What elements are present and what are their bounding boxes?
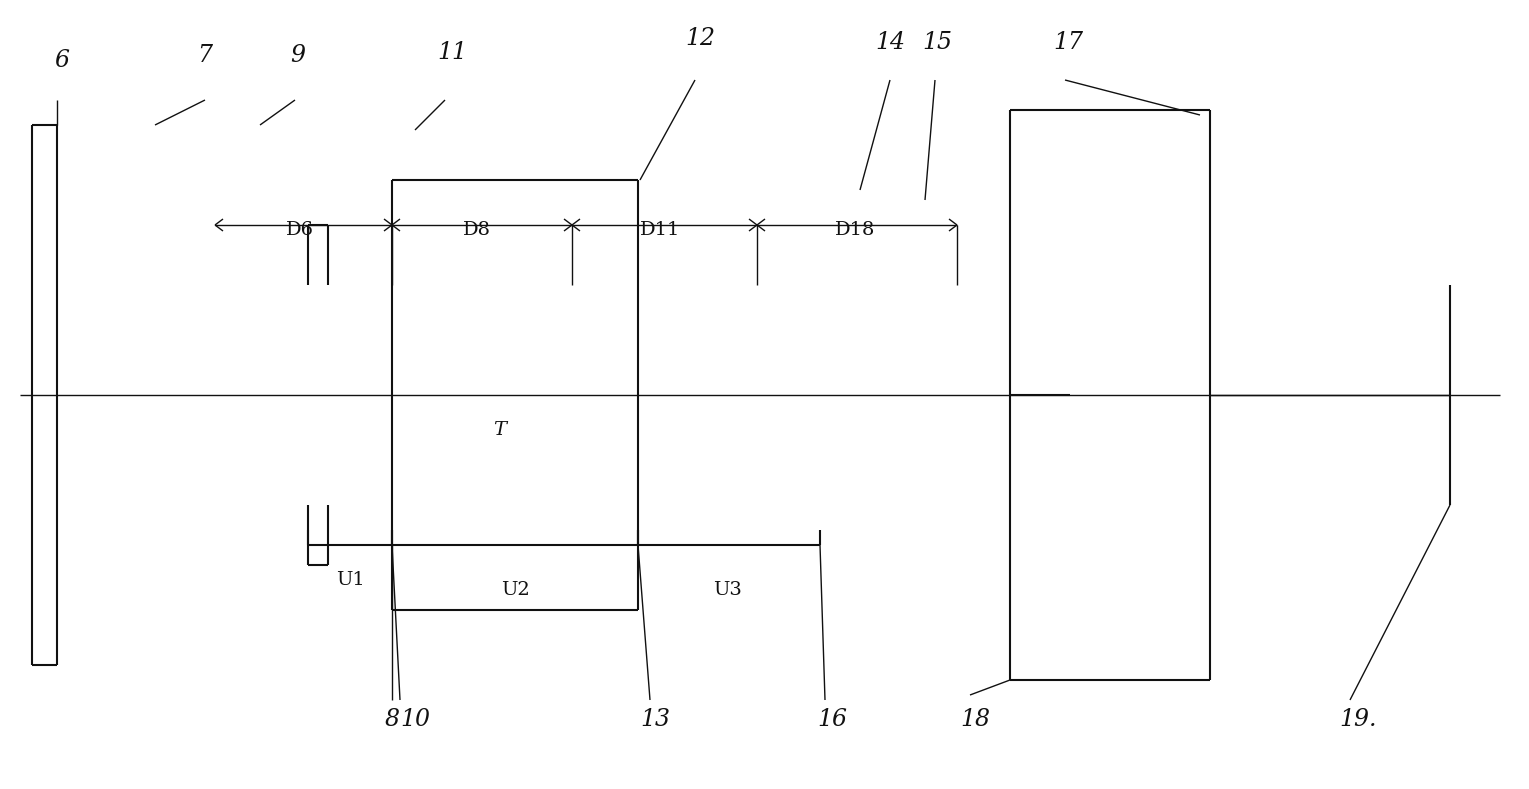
Text: T: T <box>494 421 506 439</box>
Text: 9: 9 <box>291 43 306 66</box>
Text: U3: U3 <box>714 581 743 599</box>
Text: D8: D8 <box>463 221 491 239</box>
Text: 6: 6 <box>55 48 69 72</box>
Text: 12: 12 <box>685 27 716 50</box>
Text: 11: 11 <box>437 40 466 63</box>
Text: 19.: 19. <box>1339 709 1376 731</box>
Text: 13: 13 <box>641 709 670 731</box>
Text: 7: 7 <box>197 43 213 66</box>
Text: D11: D11 <box>639 221 680 239</box>
Text: U1: U1 <box>336 571 364 589</box>
Text: 17: 17 <box>1053 31 1083 54</box>
Text: 10: 10 <box>401 709 430 731</box>
Text: 16: 16 <box>816 709 847 731</box>
Text: U2: U2 <box>500 581 529 599</box>
Text: 18: 18 <box>960 709 989 731</box>
Text: 14: 14 <box>875 31 905 54</box>
Text: D6: D6 <box>286 221 313 239</box>
Text: 15: 15 <box>922 31 953 54</box>
Text: 8: 8 <box>384 709 399 731</box>
Text: D18: D18 <box>835 221 875 239</box>
